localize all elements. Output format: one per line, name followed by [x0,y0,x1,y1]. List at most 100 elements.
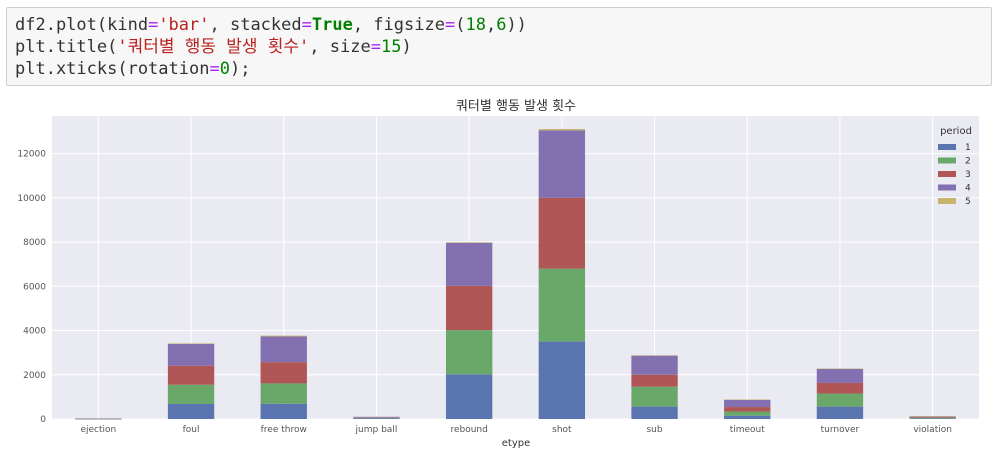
y-tick-label: 0 [40,415,46,425]
legend-label: 3 [965,170,971,180]
legend-title: period [940,126,972,137]
bar-segment [353,418,400,419]
x-tick-label: rebound [450,425,487,435]
bar-segment [538,129,586,131]
bar-segment [445,242,493,286]
legend-label: 2 [965,157,971,167]
y-tick-label: 6000 [23,282,46,292]
x-tick-label: ejection [80,425,116,435]
y-tick-label: 8000 [23,238,46,248]
bar-segment [631,406,678,419]
code-token: , [485,15,497,35]
bar-segment [816,406,864,419]
bar-segment [631,355,678,375]
bar-segment [909,417,956,418]
bar-segment [260,403,307,419]
code-line-1: df2.plot(kind='bar', stacked=True, figsi… [15,14,527,36]
code-token: plt.xticks(rotation [15,59,210,79]
bar-segment [167,365,215,385]
code-token: 18 [465,15,486,35]
bar-segment [816,382,864,394]
code-token: = [148,15,159,35]
bar-segment [816,368,864,383]
bar-segment [445,242,493,243]
code-token: = [444,15,456,35]
stacked-bar-chart: 쿼터별 행동 발생 횟수 0 2000 4000 6000 8000 10000 12000… [17,98,979,449]
code-token: ); [229,59,251,79]
x-tick-label: sub [646,425,662,435]
bar-segment [909,418,956,419]
bar-segment [260,335,307,337]
bar-segment [260,383,307,404]
bar-segment [538,130,586,198]
x-tick-label: timeout [730,425,766,435]
bar-segment [538,197,586,269]
legend-swatch [938,157,956,164]
bar-segment [445,374,493,419]
bar-segment [167,384,215,404]
bar-segment [909,417,956,419]
bar-segment [260,336,307,363]
x-tick-label: free throw [261,425,307,435]
code-token: , figsize [352,15,445,35]
code-line-2: plt.title('쿼터별 행동 발생 횟수', size=15) [15,36,412,58]
code-token: = [301,15,312,35]
code-token: df2.plot(kind [15,15,149,35]
code-token: 0 [219,59,230,79]
bar-segment [538,268,586,342]
legend-label: 4 [965,184,971,194]
bar-segment [724,399,771,401]
code-token: = [370,37,381,57]
code-token: = [209,59,220,79]
code-token: 'bar' [158,15,210,35]
bar-segment [724,415,771,419]
y-tick-label: 10000 [17,194,46,204]
chart-title: 쿼터별 행동 발생 횟수 [456,98,576,114]
bar-segment [724,399,771,408]
code-token: )) [506,15,527,35]
code-cell[interactable]: df2.plot(kind='bar', stacked=True, figsi… [6,7,992,86]
code-token: , size [309,37,371,57]
legend-label: 5 [965,197,971,207]
code-token: ) [401,37,412,57]
bar-segment [909,416,956,417]
bar-segment [445,330,493,375]
legend-swatch [938,198,956,204]
bar-segment [445,285,493,331]
code-token: ( [455,15,466,35]
y-tick-label: 2000 [23,371,46,381]
legend-label: 1 [965,143,971,153]
x-tick-label: violation [913,425,952,435]
bar-segment [816,368,864,370]
bar-segment [724,411,771,416]
x-axis-label: etype [502,438,531,449]
bar-segment [353,416,400,418]
legend: period 1 2 3 4 5 [938,126,972,207]
bar-segment [260,362,307,384]
x-tick-label: turnover [821,425,860,435]
legend-swatch [938,184,956,191]
x-tick-label: jump ball [355,425,398,435]
bar-segment [353,417,400,418]
code-token: , stacked [209,15,302,35]
bar-segment [631,374,678,387]
code-token: True [311,15,353,35]
y-tick-label: 4000 [23,327,46,337]
x-tick-label: foul [183,425,200,435]
bar-segment [167,343,215,344]
bar-segment [75,418,122,420]
code-line-3: plt.xticks(rotation=0); [15,58,250,80]
bar-segment [816,393,864,407]
bar-segment [631,386,678,407]
y-tick-label: 12000 [17,150,46,160]
legend-swatch [938,144,956,150]
bar-segment [724,407,771,412]
bar-segment [167,403,215,419]
bar-segment [538,341,586,419]
bar-segment [353,417,400,419]
x-tick-label: shot [552,425,572,435]
code-token: plt.title( [15,37,118,57]
code-token: 15 [380,37,402,57]
code-token: 6 [496,15,507,35]
legend-swatch [938,171,956,177]
